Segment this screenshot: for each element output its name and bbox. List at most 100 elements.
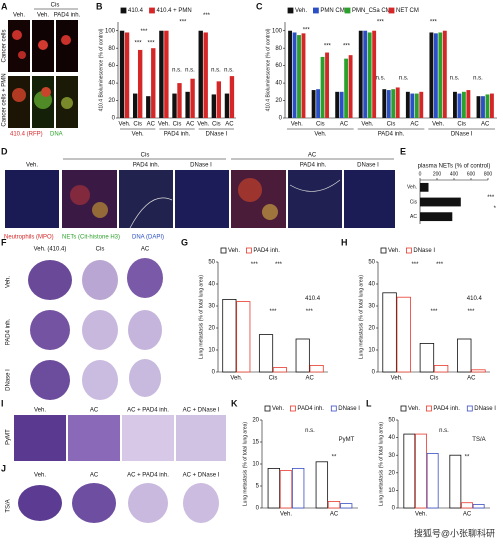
legend-label: PMN_C5a CM [352, 8, 391, 14]
bar [396, 296, 411, 373]
bar [419, 342, 435, 373]
significance: *** [430, 20, 438, 26]
bar [203, 32, 208, 118]
bar [481, 96, 485, 118]
y-tick-label: 10 [368, 348, 375, 354]
bar [295, 338, 310, 373]
y-tick-label: 60 [275, 63, 282, 69]
group-label: DNase I [451, 132, 473, 138]
significance: *** [411, 262, 419, 268]
bar [172, 93, 177, 118]
bar [292, 32, 297, 118]
y-tick-label: 20 [388, 470, 395, 476]
bar [164, 30, 169, 118]
row-label: Veh. [6, 276, 12, 288]
bar [190, 78, 195, 118]
bar [391, 89, 396, 118]
bar [297, 35, 301, 118]
y-tick-label: 60 [108, 63, 115, 69]
bar [211, 94, 217, 118]
bar [311, 90, 316, 118]
y-tick-label: 80 [275, 46, 282, 52]
bar [419, 91, 424, 118]
bar [367, 32, 372, 118]
x-tick-label: 400 [450, 171, 459, 177]
x-tick-label: Cis [173, 122, 182, 128]
significance: n.s. [172, 68, 182, 74]
bar [403, 433, 416, 509]
y-tick-label: 50 [368, 260, 375, 266]
legend-label: 410.4 + PMN [157, 8, 192, 14]
significance: *** [377, 20, 385, 26]
y-tick-label: 40 [108, 81, 115, 87]
group-label: PAD4 inh. [164, 132, 191, 138]
legend-label: Veh. [408, 406, 420, 412]
x-tick-label: Veh. [280, 512, 292, 518]
row-label: DNase I [6, 369, 12, 391]
significance: *** [140, 29, 148, 35]
significance: ** [465, 455, 470, 461]
column-label: AC [90, 473, 99, 479]
y-tick-label: 30 [368, 304, 375, 310]
micrographs [8, 20, 78, 128]
bar [466, 90, 471, 118]
bar [272, 367, 288, 373]
legend-label: 410.4 (RFP) [10, 132, 43, 138]
x-tick-label: AC [330, 512, 339, 518]
bar [358, 30, 363, 118]
legend-label: PMN CM [320, 8, 344, 14]
legend-label: PAD4 inh. [297, 406, 324, 412]
x-tick-label: Veh. [119, 122, 131, 128]
x-tick-label: Veh. [158, 122, 170, 128]
bar [461, 91, 466, 118]
bar [315, 461, 329, 509]
lung-sections [28, 258, 163, 400]
panel-letter: C [256, 1, 263, 11]
y-axis-label: 410.4 Bioluminescence (% of control) [265, 28, 271, 111]
column-label: Veh. [26, 163, 38, 169]
y-tick-label: 10 [252, 462, 259, 468]
group-label: DNase I [205, 132, 227, 138]
bar [415, 433, 427, 509]
bar [137, 49, 143, 118]
significance: *** [251, 262, 259, 268]
column-label: PAD4 inh. [133, 163, 160, 169]
legend-label: NET CM [396, 8, 419, 14]
row-label: PyMT [6, 429, 12, 445]
legend-swatch [400, 405, 407, 412]
y-tick-label: 80 [108, 46, 115, 52]
y-axis-label: Lung metastasis (% of total lung area) [198, 275, 204, 360]
y-tick-label: 0 [112, 116, 116, 122]
bar [177, 83, 182, 118]
panel-letter: D [1, 146, 8, 156]
column-label: DNase I [190, 163, 212, 169]
bar [457, 93, 462, 118]
significance: PyMT [339, 437, 355, 443]
panel-letter: J [1, 463, 6, 473]
legend-label: PAD4 inh. [433, 406, 460, 412]
y-axis-label: Lung metastasis (% of total lung area) [378, 422, 384, 507]
x-tick-label: Veh. [432, 122, 444, 128]
column-group: Cis [51, 3, 60, 9]
significance: n.s. [224, 68, 234, 74]
legend-label: Veh. [388, 248, 400, 254]
column-label: AC + DNase I [183, 473, 220, 479]
y-tick-label: 0 [212, 370, 216, 376]
legend-label: DNase I [413, 248, 435, 254]
bar [453, 91, 457, 118]
y-tick-label: 0 [372, 370, 376, 376]
legend-swatch [287, 7, 294, 14]
bar [420, 182, 429, 192]
bar [159, 30, 164, 118]
significance: n.s. [473, 75, 483, 81]
legend-label: Veh. [295, 8, 307, 14]
significance: *** [269, 309, 277, 315]
significance: *** [306, 309, 314, 315]
group-label: PAD4 inh. [378, 132, 405, 138]
legend-label: NETs (Cit-histone H3) [62, 235, 120, 241]
legend-swatch [120, 7, 127, 14]
bar [309, 364, 324, 373]
y-tick-label: 0 [392, 506, 396, 512]
significance: n.s. [450, 75, 460, 81]
